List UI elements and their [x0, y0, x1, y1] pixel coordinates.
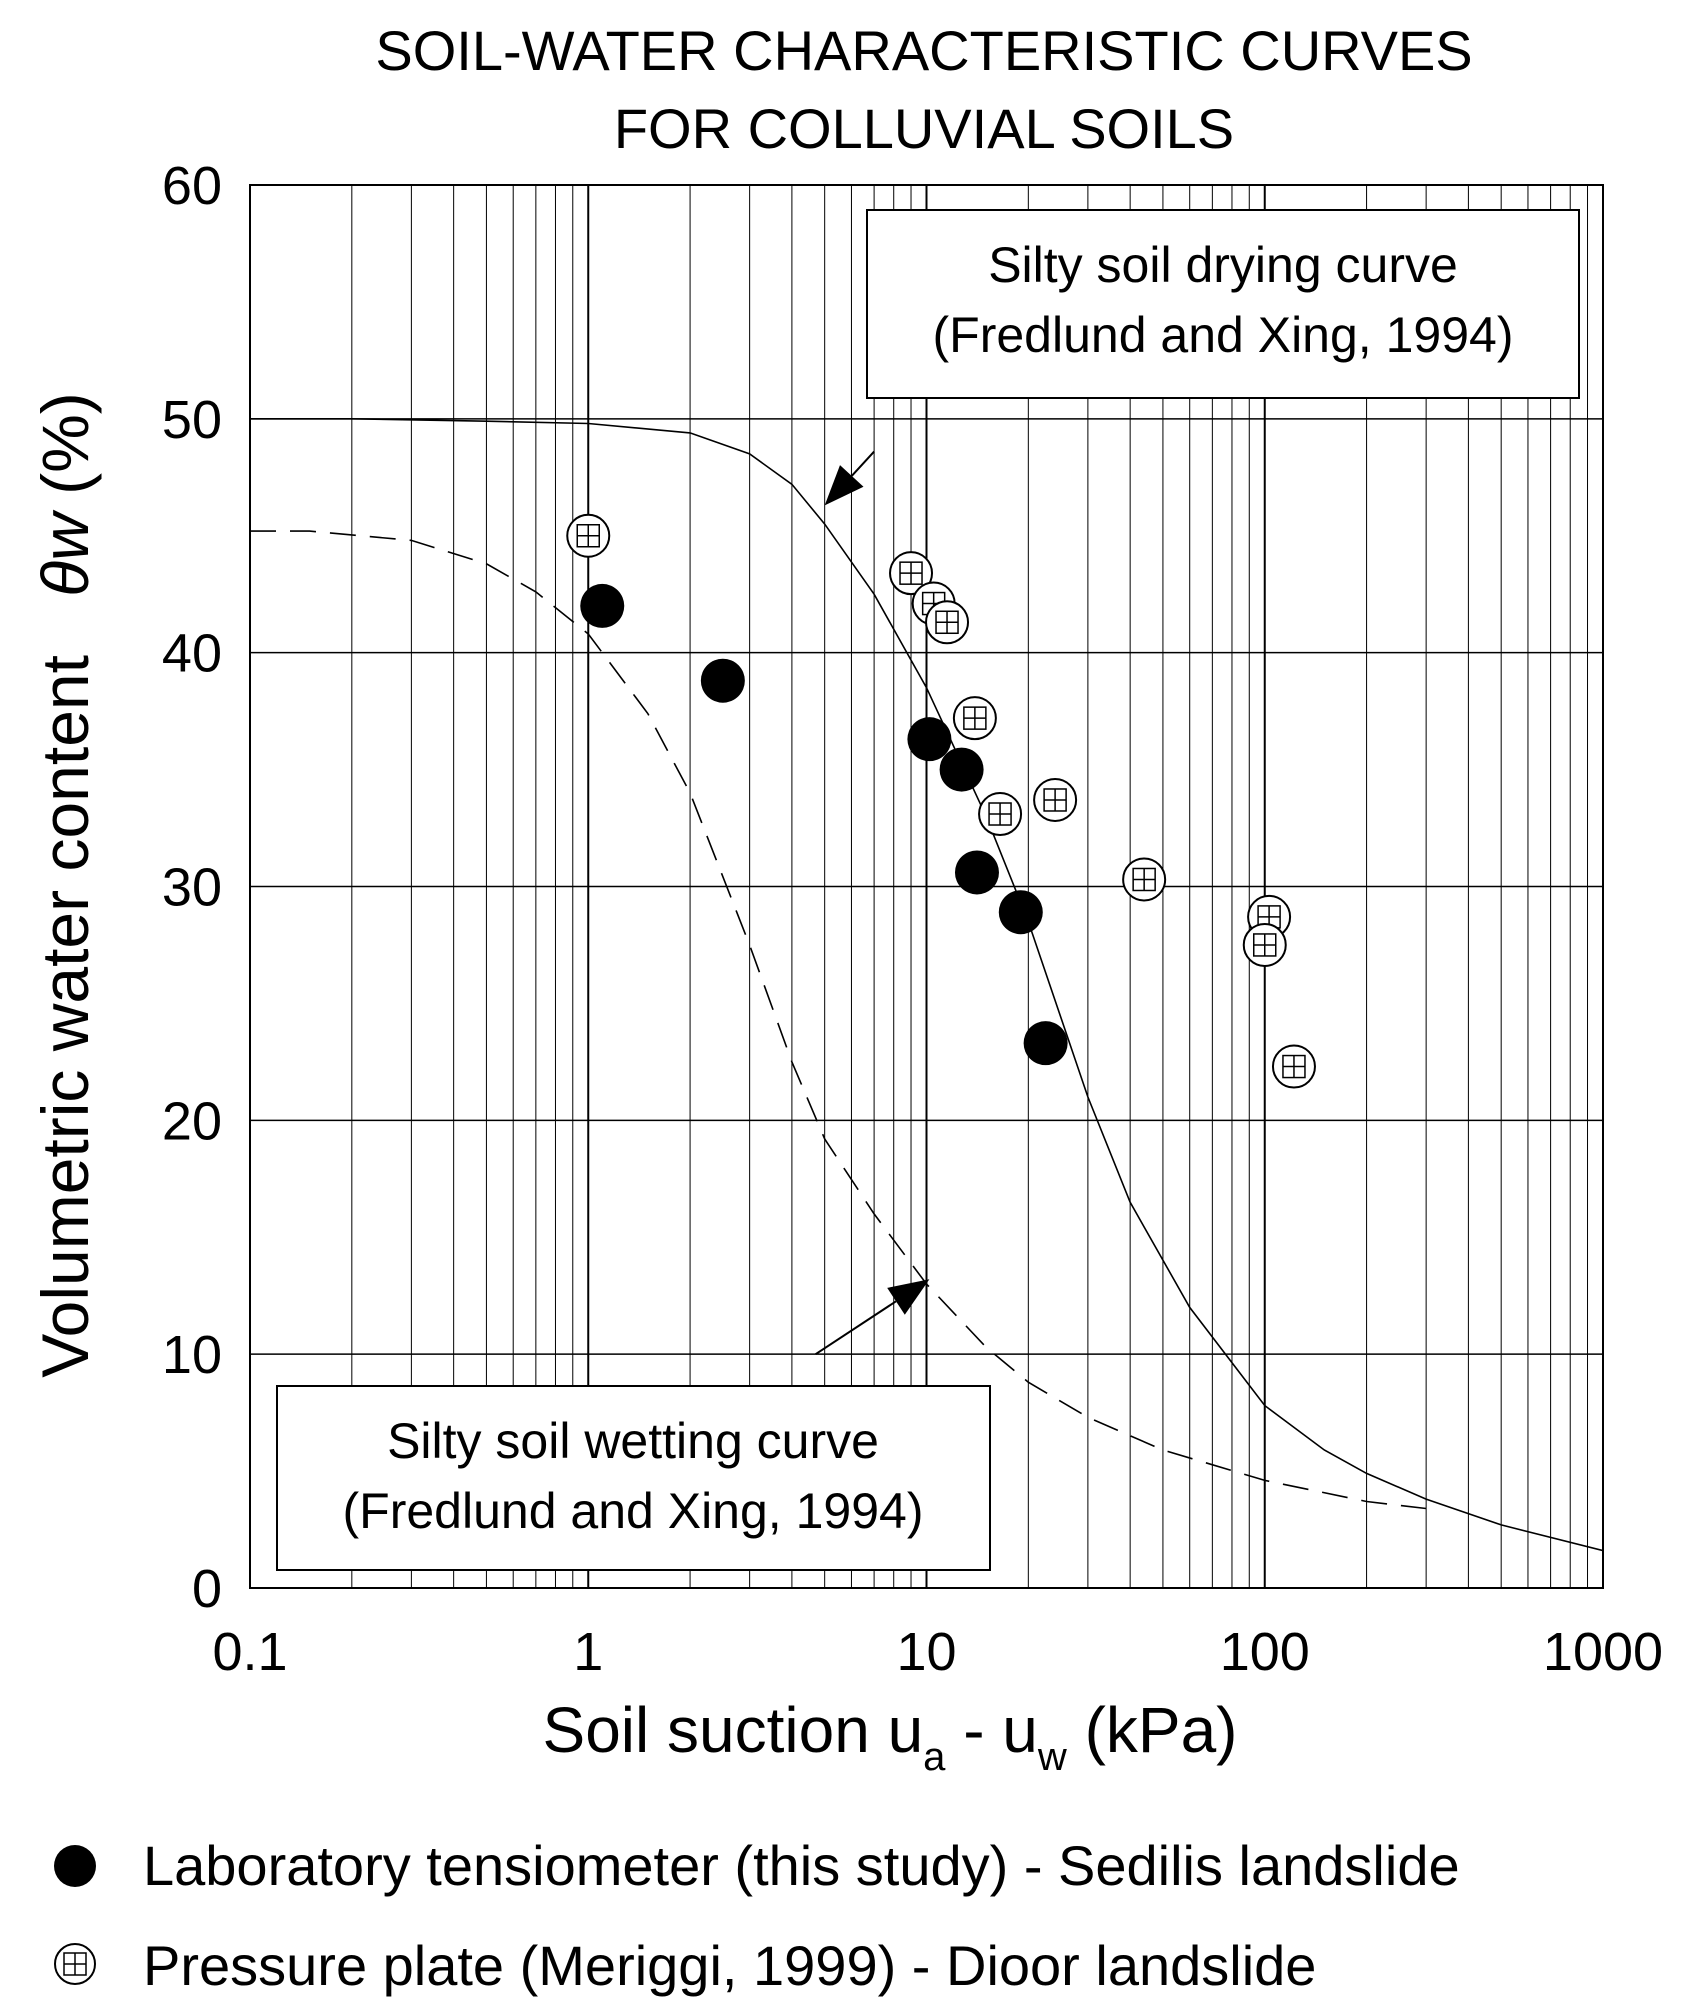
pressure-plate-point: [978, 792, 1023, 837]
pressure-plate-point: [566, 513, 611, 558]
y-axis-label-symbol: θw: [28, 509, 102, 597]
wetting-curve-label-box: Silty soil wetting curve (Fredlund and X…: [276, 1385, 991, 1571]
drying-curve-label-box: Silty soil drying curve (Fredlund and Xi…: [866, 209, 1580, 399]
legend-label-tensiometer: Laboratory tensiometer (this study) - Se…: [143, 1834, 1460, 1897]
drying-curve-label-line-2: (Fredlund and Xing, 1994): [933, 307, 1514, 363]
pressure-plate-point: [1242, 922, 1287, 967]
chart-title-line-1: SOIL-WATER CHARACTERISTIC CURVES: [375, 19, 1472, 82]
legend: Laboratory tensiometer (this study) - Se…: [54, 1834, 1460, 1997]
y-tick-label: 20: [162, 1091, 222, 1151]
pressure-plate-point: [952, 696, 997, 741]
pressure-plate-point: [1271, 1044, 1316, 1089]
wetting-curve-label-line-1: Silty soil wetting curve: [387, 1413, 879, 1469]
x-axis-label-main: Soil suction u: [543, 1694, 924, 1766]
y-axis-label-main: Volumetric water content: [28, 655, 102, 1378]
tensiometer-point: [954, 850, 999, 895]
arrows-layer: [815, 450, 930, 1356]
plot-frame: [249, 184, 1604, 1589]
x-tick-label: 100: [1220, 1622, 1310, 1682]
y-axis-label-unit: (%): [28, 392, 102, 513]
drying-curve-label-line-1: Silty soil drying curve: [988, 237, 1458, 293]
y-tick-labels: 0 10 20 30 40 50 60: [162, 156, 222, 1619]
x-tick-label: 0.1: [212, 1622, 287, 1682]
x-tick-label: 10: [896, 1622, 956, 1682]
y-tick-label: 50: [162, 390, 222, 450]
legend-label-pressure-plate: Pressure plate (Meriggi, 1999) - Dioor l…: [143, 1934, 1316, 1997]
pressure-plate-point: [1033, 777, 1078, 822]
pressure-plate-point: [925, 600, 970, 645]
tensiometer-point: [907, 717, 952, 762]
y-tick-label: 10: [162, 1325, 222, 1385]
tensiometer-point: [700, 658, 745, 703]
y-tick-label: 60: [162, 156, 222, 216]
chart-title-line-2: FOR COLLUVIAL SOILS: [614, 97, 1234, 160]
legend-grid-marker: [54, 1943, 96, 1985]
x-axis-label-mid: - u: [945, 1694, 1037, 1766]
wetting-arrow-head: [887, 1279, 930, 1315]
x-tick-label: 1000: [1543, 1622, 1663, 1682]
tensiometer-point: [1023, 1021, 1068, 1066]
x-tick-labels: 0.1 1 10 100 1000: [212, 1622, 1663, 1682]
x-axis-label: Soil suction ua - uw (kPa): [543, 1694, 1238, 1779]
x-axis-label-sub-a: a: [923, 1735, 946, 1779]
y-axis-label: Volumetric water content θw (%): [28, 392, 102, 1377]
pressure-plate-point: [889, 551, 934, 596]
x-tick-label: 1: [573, 1622, 603, 1682]
wetting-curve-label-line-2: (Fredlund and Xing, 1994): [343, 1483, 924, 1539]
y-tick-label: 30: [162, 858, 222, 918]
legend-filled-marker: [54, 1845, 96, 1887]
drying-arrow-head: [824, 465, 864, 506]
tensiometer-point: [998, 890, 1043, 935]
tensiometer-point: [939, 747, 984, 792]
x-axis-label-sub-w: w: [1037, 1735, 1067, 1779]
y-tick-label: 40: [162, 624, 222, 684]
y-tick-label: 0: [192, 1559, 222, 1619]
points-layer: [566, 513, 1316, 1089]
wetting-arrow-shaft: [815, 1300, 897, 1356]
drying-arrow-shaft: [851, 450, 875, 477]
wetting-curve: [250, 530, 1427, 1510]
tensiometer-point: [580, 583, 625, 628]
x-axis-label-end: (kPa): [1067, 1694, 1238, 1766]
pressure-plate-point: [1122, 857, 1167, 902]
